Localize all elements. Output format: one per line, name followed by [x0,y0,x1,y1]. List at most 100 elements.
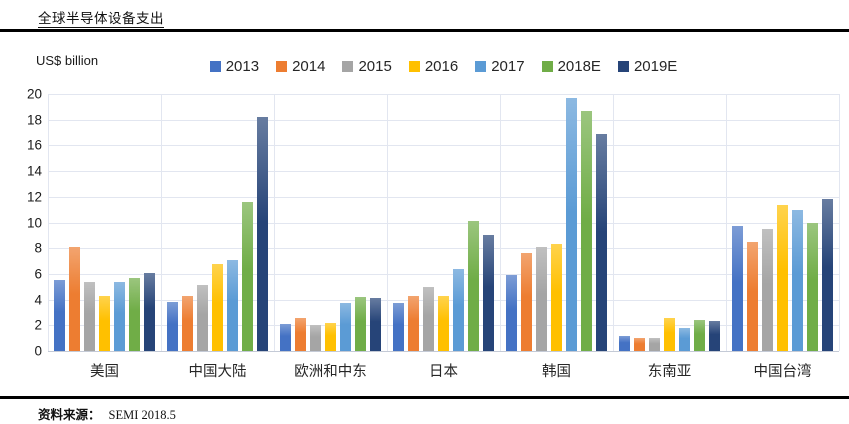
bar-2017-欧洲和中东 [340,303,351,351]
source-note: 资料来源： SEMI 2018.5 [38,404,176,423]
legend-item-2017: 2017 [475,58,525,75]
legend-swatch-icon [541,61,553,72]
y-tick-label: 10 [26,215,42,230]
bar-2014-欧洲和中东 [295,317,306,351]
bar-2014-中国大陆 [182,295,193,351]
gridline [48,94,839,95]
legend-item-2013: 2013 [209,58,260,75]
bar-group-韩国 [500,94,613,351]
bar-2015-日本 [423,286,434,351]
bar-2014-东南亚 [634,338,645,351]
bar-2019E-中国大陆 [257,117,268,351]
legend-label: 2016 [424,58,459,75]
x-category-label: 欧洲和中东 [294,364,367,380]
legend-item-2016: 2016 [408,58,459,75]
legend-swatch-icon [276,61,288,72]
bar-group-日本 [387,94,500,351]
legend-swatch-icon [408,61,420,72]
bar-2016-东南亚 [664,317,675,351]
y-tick-label: 18 [26,112,42,128]
bar-2017-东南亚 [679,327,690,351]
bar-2013-日本 [393,303,404,351]
bar-2016-欧洲和中东 [325,322,336,351]
legend-swatch-icon [209,61,221,72]
bar-2013-美国 [54,280,65,351]
gridline [48,196,839,198]
gridline [387,94,388,351]
legend-label: 2015 [358,58,392,75]
y-tick-label: 2 [34,317,42,333]
y-tick-label: 16 [26,137,42,153]
y-tick-label: 4 [34,292,42,308]
y-tick-label: 12 [26,189,42,205]
bar-2018E-美国 [129,277,140,351]
bar-2017-中国台湾 [792,209,803,351]
plot-area [48,94,840,352]
gridline [48,145,839,147]
bar-2014-韩国 [521,253,532,351]
bar-2016-中国台湾 [777,204,788,351]
gridline [613,94,614,351]
bar-2016-韩国 [551,244,562,351]
bar-2013-韩国 [506,275,517,351]
y-axis-tick-labels: 0 2 4 6 8 10 12 14 16 18 20 [0,87,44,359]
bar-2013-东南亚 [619,335,630,351]
y-tick-label: 8 [34,240,42,256]
bar-2018E-中国大陆 [242,201,253,351]
y-tick-label: 6 [34,266,42,282]
bar-2018E-中国台湾 [807,222,818,351]
x-category-label: 东南亚 [647,364,692,380]
bar-2016-日本 [438,295,449,351]
gridline [48,94,49,351]
bar-group-美国 [48,94,161,351]
legend-swatch-icon [342,61,354,72]
bar-group-欧洲和中东 [274,94,387,351]
bar-2015-东南亚 [649,338,660,351]
source-label: 资料来源： [38,408,101,422]
chart-legend: 2013 2014 2015 2016 2017 2018E 2019E [48,58,839,75]
bar-2014-日本 [408,295,419,351]
x-axis-line [48,351,839,352]
y-tick-label: 20 [26,86,42,102]
chart-title: 全球半导体设备支出 [38,11,164,26]
gridline [48,119,839,121]
bar-2019E-东南亚 [709,321,720,351]
gridline [839,94,840,351]
gridline [48,222,839,224]
legend-label: 2019E [633,58,678,75]
legend-label: 2014 [292,58,326,75]
bar-2016-中国大陆 [212,263,223,351]
gridline [48,248,839,250]
legend-item-2015: 2015 [342,58,392,75]
legend-item-2014: 2014 [276,58,325,75]
legend-label: 2013 [225,58,260,75]
bar-2015-中国台湾 [762,228,773,351]
bar-2019E-日本 [483,235,494,351]
bar-2019E-韩国 [596,133,607,351]
bar-2014-美国 [69,246,80,351]
bar-group-中国台湾 [726,94,839,351]
bar-group-中国大陆 [161,94,274,351]
y-tick-label: 0 [34,343,42,359]
gridline [274,94,275,351]
gridline [48,273,839,275]
bar-2013-欧洲和中东 [280,324,291,351]
bar-2019E-欧洲和中东 [370,298,381,351]
bar-2015-中国大陆 [197,285,208,351]
legend-item-2018E: 2018E [541,58,601,75]
x-category-label: 美国 [90,364,119,380]
bar-2017-美国 [114,281,125,351]
top-divider [0,29,849,32]
legend-swatch-icon [475,61,487,72]
legend-swatch-icon [617,61,629,72]
bar-2014-中国台湾 [747,241,758,351]
source-value: SEMI 2018.5 [108,408,176,422]
bar-2019E-中国台湾 [822,199,833,351]
x-axis-category-labels: 美国 中国大陆 欧洲和中东 日本 韩国 东南亚 中国台湾 [48,360,839,381]
gridline [48,171,839,173]
gridline [500,94,501,351]
x-category-label: 韩国 [542,364,571,380]
x-category-label: 日本 [429,364,458,380]
y-tick-label: 14 [26,163,42,179]
